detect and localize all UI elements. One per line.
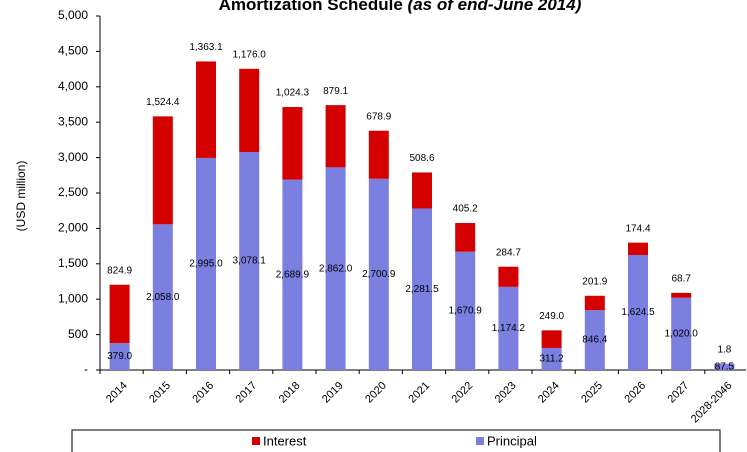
chart-subtitle: (as of end-June 2014): [408, 0, 582, 14]
value-label: 2,689.9: [276, 269, 310, 280]
bar-segment: [584, 310, 605, 370]
x-tick-label: 2014: [104, 380, 130, 406]
value-label: 1,670.9: [449, 305, 483, 316]
x-tick-label: 2023: [493, 380, 519, 406]
bar-segment: [239, 68, 260, 153]
bar-segment: [325, 105, 346, 168]
bar-segment: [412, 208, 432, 370]
x-tick-label: 2017: [234, 380, 260, 406]
value-label: 1.8: [717, 344, 731, 355]
bar-segment: [498, 286, 519, 370]
value-label: 68.7: [671, 274, 691, 285]
y-tick-label: 2,500: [58, 185, 88, 199]
bar-segment: [628, 254, 648, 370]
bar-segment: [282, 179, 303, 370]
bar-segment: [368, 178, 389, 370]
bar-segment: [412, 172, 432, 209]
bar-segment: [584, 295, 605, 311]
x-tick-label: 2021: [406, 380, 432, 406]
legend-label: Principal: [487, 433, 537, 448]
y-tick-label: 3,500: [58, 114, 88, 128]
bar-segment: [239, 152, 260, 370]
value-label: 1,524.4: [146, 97, 180, 108]
value-label: 1,363.1: [189, 42, 223, 53]
bar-segment: [455, 223, 476, 252]
value-label: 879.1: [323, 86, 348, 97]
x-tick-label: 2025: [579, 380, 605, 406]
legend-box: [71, 429, 721, 452]
x-tick-label: 2022: [450, 380, 476, 406]
bar-segment: [152, 224, 173, 370]
value-label: 379.0: [107, 351, 132, 362]
legend-swatch: [252, 437, 260, 445]
value-label: 1,020.0: [665, 329, 699, 340]
x-tick-label: 2027: [666, 380, 692, 406]
x-tick-label: 2028-2046: [689, 380, 735, 426]
y-tick-label: -: [84, 362, 88, 376]
value-label: 846.4: [582, 335, 607, 346]
value-label: 2,281.5: [405, 284, 439, 295]
x-tick-label: 2024: [536, 380, 562, 406]
x-tick-label: 2020: [363, 380, 389, 406]
bar-segment: [541, 347, 562, 370]
bar-segment: [455, 251, 476, 370]
value-label: 1,624.5: [621, 307, 655, 318]
legend-swatch: [476, 437, 484, 445]
bar-segment: [714, 363, 735, 370]
value-label: 249.0: [539, 311, 564, 322]
bar-segment: [628, 242, 648, 255]
value-label: 87.5: [715, 362, 735, 373]
value-label: 824.9: [107, 265, 132, 276]
y-tick-label: 4,500: [58, 44, 88, 58]
x-tick-label: 2015: [147, 380, 173, 406]
x-tick-label: 2019: [320, 380, 346, 406]
value-label: 1,024.3: [276, 88, 310, 99]
value-label: 3,078.1: [233, 256, 267, 267]
y-tick-label: 500: [68, 327, 88, 341]
bar-segment: [671, 292, 692, 298]
value-label: 678.9: [366, 111, 391, 122]
bar-segment: [109, 343, 130, 370]
value-label: 201.9: [582, 276, 607, 287]
x-tick-label: 2026: [622, 380, 648, 406]
bar-segment: [196, 61, 216, 158]
y-tick-label: 4,000: [58, 79, 88, 93]
y-tick-label: 1,000: [58, 291, 88, 305]
bar-segment: [498, 266, 519, 287]
bar-segment: [196, 157, 216, 370]
value-label: 2,862.0: [319, 263, 353, 274]
y-tick-label: 2,000: [58, 221, 88, 235]
value-label: 2,995.0: [189, 259, 223, 270]
bar-segment: [541, 330, 562, 348]
y-axis-label: (USD million): [14, 161, 28, 232]
bar-segment: [109, 284, 130, 344]
chart-title: Amortization Schedule: [219, 0, 403, 14]
y-tick-label: 1,500: [58, 256, 88, 270]
value-label: 405.2: [453, 204, 478, 215]
bar-segment: [152, 116, 173, 225]
bar-segment: [671, 297, 692, 370]
value-label: 311.2: [539, 354, 564, 365]
x-tick-label: 2018: [277, 380, 303, 406]
bar-segment: [282, 107, 303, 180]
value-label: 2,058.0: [146, 292, 180, 303]
value-label: 1,176.0: [233, 49, 267, 60]
y-tick-label: 5,000: [58, 8, 88, 22]
value-label: 1,174.2: [492, 323, 526, 334]
bar-segment: [368, 130, 389, 179]
legend-label: Interest: [263, 433, 307, 448]
chart-title-group: Amortization Schedule (as of end-June 20…: [219, 0, 582, 14]
bar-segment: [325, 167, 346, 370]
value-label: 174.4: [625, 223, 650, 234]
y-tick-label: 3,000: [58, 150, 88, 164]
value-label: 284.7: [496, 247, 521, 258]
value-label: 508.6: [409, 153, 434, 164]
x-tick-label: 2016: [190, 380, 216, 406]
value-label: 2,700.9: [362, 269, 396, 280]
